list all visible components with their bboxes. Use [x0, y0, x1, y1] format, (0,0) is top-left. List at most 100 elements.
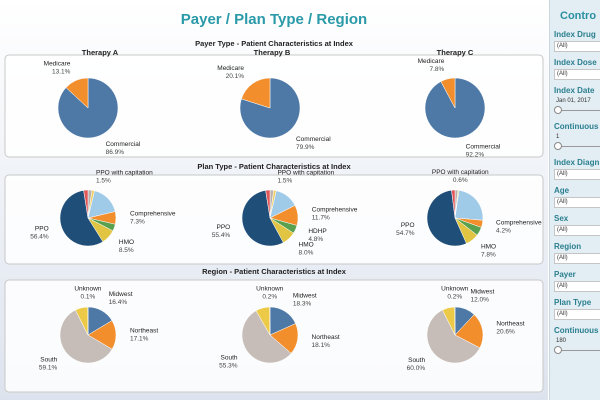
slider-knob[interactable] [554, 346, 562, 354]
control: Age (All) [550, 186, 600, 214]
slice-label: HMO [299, 242, 314, 249]
control-label: Continuous E [554, 326, 600, 335]
section-title: Payer Type - Patient Characteristics at … [195, 39, 354, 48]
slice-label: Comprehensive [130, 211, 176, 218]
slice-value-label: 4.8% [308, 236, 323, 243]
slice-label: PPO [401, 222, 415, 229]
pie-slice [454, 190, 484, 221]
slice-value-label: 0.2% [262, 294, 277, 301]
slice-label: Comprehensive [312, 207, 358, 214]
slice-value-label: 4.2% [496, 228, 511, 235]
column-title: Therapy C [437, 48, 474, 57]
pie-slice [241, 77, 271, 109]
pie-slice [440, 77, 456, 109]
slice-value-label: 59.1% [39, 364, 58, 371]
chart-area: Payer / Plan Type / Region Payer Type - … [0, 0, 548, 400]
pie-slice [59, 309, 113, 364]
slice-label: Midwest [293, 292, 317, 299]
slice-label: HDHP [308, 228, 326, 235]
pie-slice [83, 189, 89, 219]
control: Continuous E 180 [550, 326, 600, 362]
slice-label: Comprehensive [496, 220, 542, 227]
slice-value-label: 8.0% [299, 250, 314, 257]
slice-value-label: 16.4% [109, 299, 128, 306]
control-label: Plan Type [554, 298, 592, 307]
column-title: Therapy A [82, 48, 119, 57]
slice-label: PPO [216, 224, 230, 231]
pie-slice [241, 310, 292, 364]
controls-title: Contro [560, 10, 597, 22]
control-label: Age [554, 186, 570, 195]
dropdown[interactable]: (All) [554, 225, 600, 236]
dropdown[interactable]: (All) [554, 41, 600, 52]
slider-line [556, 350, 600, 351]
slice-value-label: 92.2% [466, 151, 485, 158]
slice-label: Medicare [44, 60, 71, 67]
slice-value-label: 18.3% [293, 300, 312, 307]
dropdown[interactable]: (All) [554, 253, 600, 264]
slider-value: Jan 01, 2017 [556, 98, 591, 104]
slice-label: Medicare [418, 58, 445, 65]
slice-label: HMO [481, 244, 496, 251]
slice-label: PPO [35, 225, 49, 232]
slice-value-label: 55.3% [219, 362, 238, 369]
control-label: Sex [554, 214, 569, 223]
dropdown[interactable]: (All) [554, 309, 600, 320]
control-label: Region [554, 242, 582, 251]
control: Index Dose (All) [550, 58, 600, 86]
control-label: Index Dose [554, 58, 597, 67]
control: Index Date Jan 01, 2017 [550, 86, 600, 122]
dashboard-title: Payer / Plan Type / Region [181, 11, 367, 28]
slice-label: PPO with capitation [96, 169, 153, 176]
section-title: Plan Type - Patient Characteristics at I… [197, 162, 351, 171]
slider-value: 1 [556, 134, 560, 140]
slice-value-label: 79.9% [296, 144, 315, 151]
dropdown[interactable]: (All) [554, 197, 600, 208]
dropdown[interactable]: (All) [554, 169, 600, 180]
slider-knob[interactable] [554, 106, 562, 114]
slice-value-label: 0.2% [447, 294, 462, 301]
slice-label: PPO with capitation [277, 169, 334, 176]
slice-label: Commercial [106, 141, 141, 148]
slice-value-label: 8.5% [119, 247, 134, 254]
slice-label: PPO with capitation [432, 169, 489, 176]
slice-label: South [221, 354, 238, 361]
control: Continuous 1 [550, 122, 600, 158]
slice-value-label: 18.1% [312, 342, 331, 349]
slice-label: Medicare [217, 65, 244, 72]
dropdown[interactable]: (All) [554, 281, 600, 292]
slice-label: Unknown [441, 286, 468, 293]
controls-list: Index Drug (All) Index Dose (All) Index Date… [550, 30, 600, 362]
slider-track [554, 346, 600, 354]
dropdown[interactable]: (All) [554, 69, 600, 80]
slice-value-label: 20.1% [226, 73, 245, 80]
slice-value-label: 86.9% [106, 149, 125, 156]
control-label: Continuous [554, 122, 599, 131]
control: Index Drug (All) [550, 30, 600, 58]
slice-label: HMO [119, 239, 134, 246]
pie-slice [241, 190, 284, 247]
pie-slice [239, 77, 301, 139]
slider-knob[interactable] [554, 142, 562, 150]
slice-value-label: 11.7% [312, 215, 330, 222]
pie-slice [426, 189, 467, 247]
slice-label: Midwest [470, 289, 494, 296]
pie-slice [454, 314, 484, 349]
slice-value-label: 1.5% [96, 177, 111, 184]
slice-value-label: 0.6% [453, 177, 468, 184]
slider-line [556, 110, 600, 111]
slice-value-label: 20.6% [496, 329, 515, 336]
slice-label: South [408, 357, 425, 364]
pie-slice [59, 190, 104, 247]
control: Sex (All) [550, 214, 600, 242]
slider-value: 180 [556, 338, 567, 344]
slice-label: Northeast [496, 321, 524, 328]
slice-label: South [40, 356, 57, 363]
control: Index Diagn (All) [550, 158, 600, 186]
pie-slice [426, 309, 481, 364]
slice-value-label: 54.7% [396, 230, 415, 237]
slice-label: Midwest [109, 291, 133, 298]
slice-label: Commercial [296, 136, 331, 143]
slice-value-label: 7.8% [429, 66, 444, 73]
control-label: Index Diagn [554, 158, 600, 167]
